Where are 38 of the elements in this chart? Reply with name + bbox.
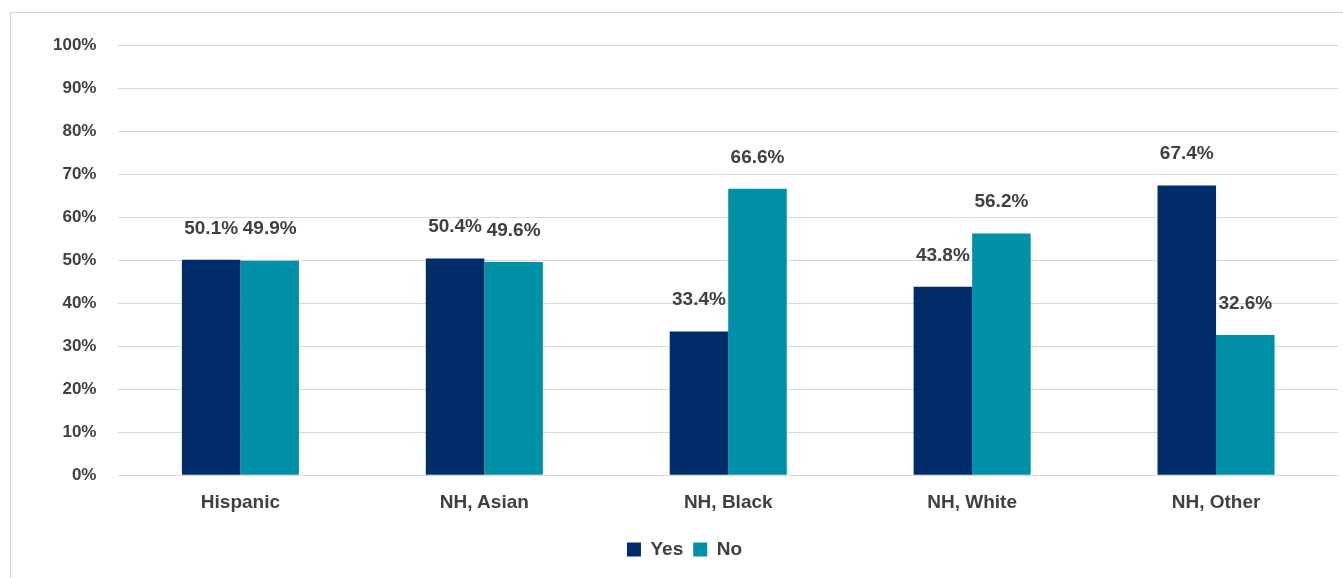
legend-label: No — [716, 537, 743, 559]
bar — [669, 331, 729, 475]
y-tick-label: 50% — [62, 249, 97, 269]
y-tick-label: 80% — [62, 120, 97, 140]
y-tick-label: 30% — [62, 335, 97, 355]
y-tick-label: 70% — [62, 163, 97, 183]
bar — [1216, 335, 1275, 475]
data-label: 66.6% — [730, 145, 785, 167]
bar — [913, 286, 973, 475]
data-label: 56.2% — [974, 190, 1029, 212]
bar — [484, 261, 543, 475]
x-tick-label: NH, Other — [1171, 490, 1261, 512]
y-tick-label: 20% — [62, 378, 97, 398]
data-label: 67.4% — [1159, 142, 1214, 164]
data-label: 43.8% — [915, 243, 970, 265]
x-tick-label: Hispanic — [200, 490, 281, 512]
bar — [240, 260, 299, 475]
y-tick-label: 10% — [62, 421, 97, 441]
legend-label: Yes — [650, 537, 684, 559]
bar — [1157, 185, 1217, 475]
data-label: 33.4% — [672, 288, 727, 310]
data-label: 50.4% — [428, 215, 483, 237]
data-label: 49.9% — [242, 217, 297, 239]
y-tick-label: 100% — [53, 34, 97, 54]
x-tick-label: NH, White — [927, 490, 1017, 512]
y-tick-label: 90% — [62, 77, 97, 97]
bar — [972, 233, 1031, 475]
data-label: 50.1% — [184, 216, 239, 238]
bar — [425, 258, 485, 475]
x-tick-label: NH, Black — [683, 490, 774, 512]
x-tick-label: NH, Asian — [439, 490, 529, 512]
data-label: 49.6% — [486, 218, 541, 240]
bar — [728, 188, 787, 475]
y-tick-label: 40% — [62, 292, 97, 312]
bar — [181, 259, 241, 475]
y-tick-label: 0% — [71, 464, 97, 484]
y-tick-label: 60% — [62, 206, 97, 226]
data-label: 32.6% — [1218, 291, 1273, 313]
